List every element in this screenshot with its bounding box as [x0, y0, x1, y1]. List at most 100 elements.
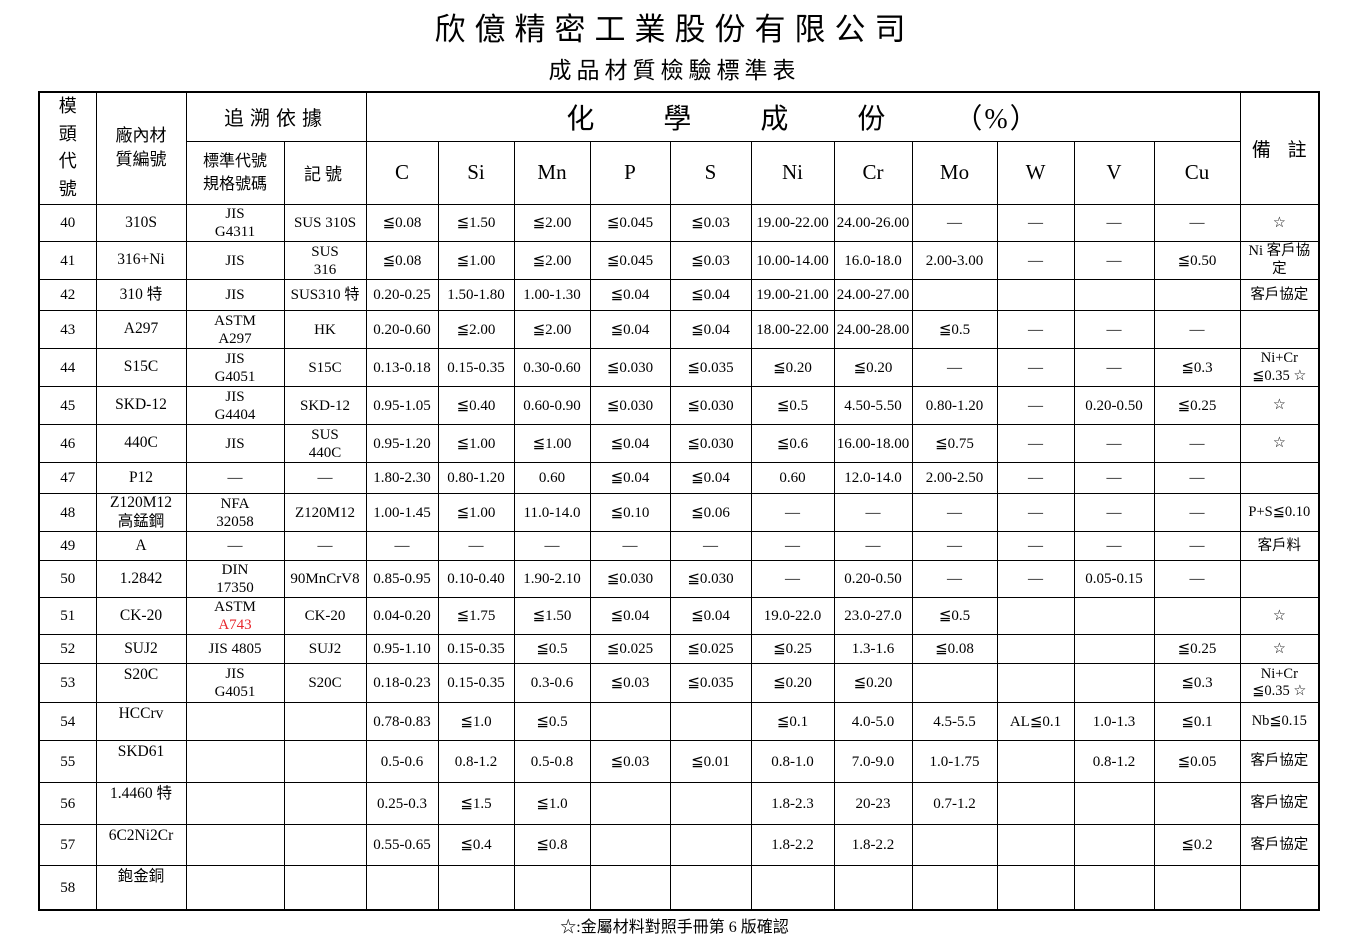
cell-value: 0.60 [779, 470, 806, 487]
cell-mark: — [283, 531, 367, 562]
cell-mark [283, 782, 367, 826]
cell-c: 0.13-0.18 [365, 348, 439, 388]
cell-cu: ≦0.3 [1153, 348, 1241, 388]
cell-value: SUJ2 [124, 640, 158, 658]
cell-material: S20C [95, 663, 187, 704]
cell-code: 43 [38, 310, 97, 350]
cell-value: ≦0.045 [606, 252, 654, 269]
cell-value: 1.2842 [119, 570, 163, 588]
cell-ni: 19.0-22.0 [750, 597, 835, 636]
cell-cr: 4.50-5.50 [833, 386, 913, 426]
cell-value: 0.15-0.35 [447, 675, 505, 692]
cell-code: 46 [38, 424, 97, 464]
cell-mn: 0.5-0.8 [513, 740, 591, 784]
header-element-S: S [669, 140, 752, 206]
cell-cu: ≦0.25 [1153, 634, 1241, 665]
cell-ni: 1.8-2.3 [750, 782, 835, 826]
cell-value: 4.5-5.5 [933, 713, 976, 730]
cell-s: ≦0.035 [669, 348, 752, 388]
cell-value: 0.7-1.2 [933, 795, 976, 812]
cell-code: 57 [38, 824, 97, 867]
cell-ni: ≦0.20 [750, 348, 835, 388]
cell-value: ≦0.20 [773, 359, 812, 376]
table-row: 57 6C2Ni2Cr 0.55-0.65 ≦0.4 ≦0.8 1.8-2.2 1.8-2.… [38, 824, 1320, 867]
cell-value: — [1189, 538, 1205, 555]
cell-si: ≦1.5 [437, 782, 515, 826]
cell-value: ☆ [1272, 607, 1286, 624]
cell-mn: ≦1.50 [513, 597, 591, 636]
cell-material: A [95, 531, 187, 562]
cell-value: 0.20-0.25 [373, 287, 431, 304]
cell-si: 0.15-0.35 [437, 634, 515, 665]
header-standard-line1: 標準代號 [202, 152, 267, 170]
cell-value: 0.5-0.8 [530, 753, 574, 770]
cell-value-line2: A297 [218, 330, 252, 347]
cell-code: 47 [38, 462, 97, 495]
cell-standard: DIN 17350 [185, 560, 285, 599]
cell-code: 49 [38, 531, 97, 562]
cell-w: — [996, 462, 1075, 495]
cell-p: ≦0.030 [589, 386, 671, 426]
cell-value-line2: 316 [313, 261, 337, 278]
cell-mn: ≦1.0 [513, 782, 591, 826]
cell-value: 客戶協定 [1250, 795, 1309, 812]
table-row: 58 鉋金銅 [38, 865, 1320, 911]
cell-value: Ni+Cr [1260, 350, 1298, 367]
cell-value: 54 [60, 713, 76, 730]
cell-value: 0.05-0.15 [1085, 571, 1143, 588]
cell-value: 0.25-0.3 [377, 795, 427, 812]
cell-standard [185, 702, 285, 742]
cell-value: ≦0.08 [382, 215, 422, 232]
cell-cr: 7.0-9.0 [833, 740, 913, 784]
cell-value: ≦1.0 [460, 713, 492, 730]
cell-value: 2.00-2.50 [925, 470, 984, 487]
cell-w: — [996, 493, 1075, 533]
cell-value: ≦0.25 [1177, 641, 1217, 658]
cell-value: — [947, 538, 962, 555]
cell-value: 1.0-1.75 [929, 753, 980, 770]
cell-value: 43 [60, 321, 76, 338]
cell-value: — [317, 538, 333, 555]
cell-v: 0.05-0.15 [1073, 560, 1155, 599]
cell-mn: 0.60 [513, 462, 591, 495]
cell-value: 鉋金銅 [117, 868, 165, 886]
cell-ni: 10.00-14.00 [750, 241, 835, 281]
cell-value: ≦0.20 [773, 675, 812, 692]
cell-c: — [365, 531, 439, 562]
cell-value: 23.0-27.0 [844, 608, 902, 625]
cell-si: 1.50-1.80 [437, 279, 515, 312]
cell-value: 18.00-22.00 [756, 321, 829, 338]
cell-value-line2: G4311 [214, 224, 256, 241]
cell-value: 1.0-1.3 [1092, 713, 1136, 730]
cell-value: 41 [60, 252, 76, 269]
cell-value: ≦2.00 [532, 252, 572, 269]
cell-code: 56 [38, 782, 97, 826]
cell-ni: ≦0.6 [750, 424, 835, 464]
cell-w: — [996, 531, 1075, 562]
cell-v: — [1073, 348, 1155, 388]
cell-value: 0.95-1.10 [373, 641, 431, 658]
cell-s: ≦0.025 [669, 634, 752, 665]
cell-value: 44 [60, 359, 76, 376]
cell-mn: ≦0.5 [513, 702, 591, 742]
cell-mn [513, 865, 591, 911]
cell-value: — [785, 504, 800, 521]
cell-mn: 0.3-0.6 [513, 663, 591, 704]
cell-standard: JIS [185, 241, 285, 281]
cell-value: SUS 310S [293, 215, 357, 232]
cell-material: SKD61 [95, 740, 187, 784]
cell-mo [911, 865, 998, 911]
cell-standard [185, 865, 285, 911]
cell-value: 0.95-1.05 [373, 397, 431, 414]
cell-si: ≦0.40 [437, 386, 515, 426]
cell-value: ≦0.25 [773, 641, 812, 658]
cell-code: 44 [38, 348, 97, 388]
cell-value: Z120M12 [295, 504, 355, 521]
cell-value: ≦0.5 [536, 713, 568, 730]
cell-value: ≦0.03 [610, 675, 650, 692]
cell-value: 0.5-0.6 [380, 753, 424, 770]
cell-value-line2: 32058 [216, 513, 254, 530]
cell-si: 0.10-0.40 [437, 560, 515, 599]
cell-value: 0.80-1.20 [447, 470, 505, 487]
cell-ni: 0.60 [750, 462, 835, 495]
